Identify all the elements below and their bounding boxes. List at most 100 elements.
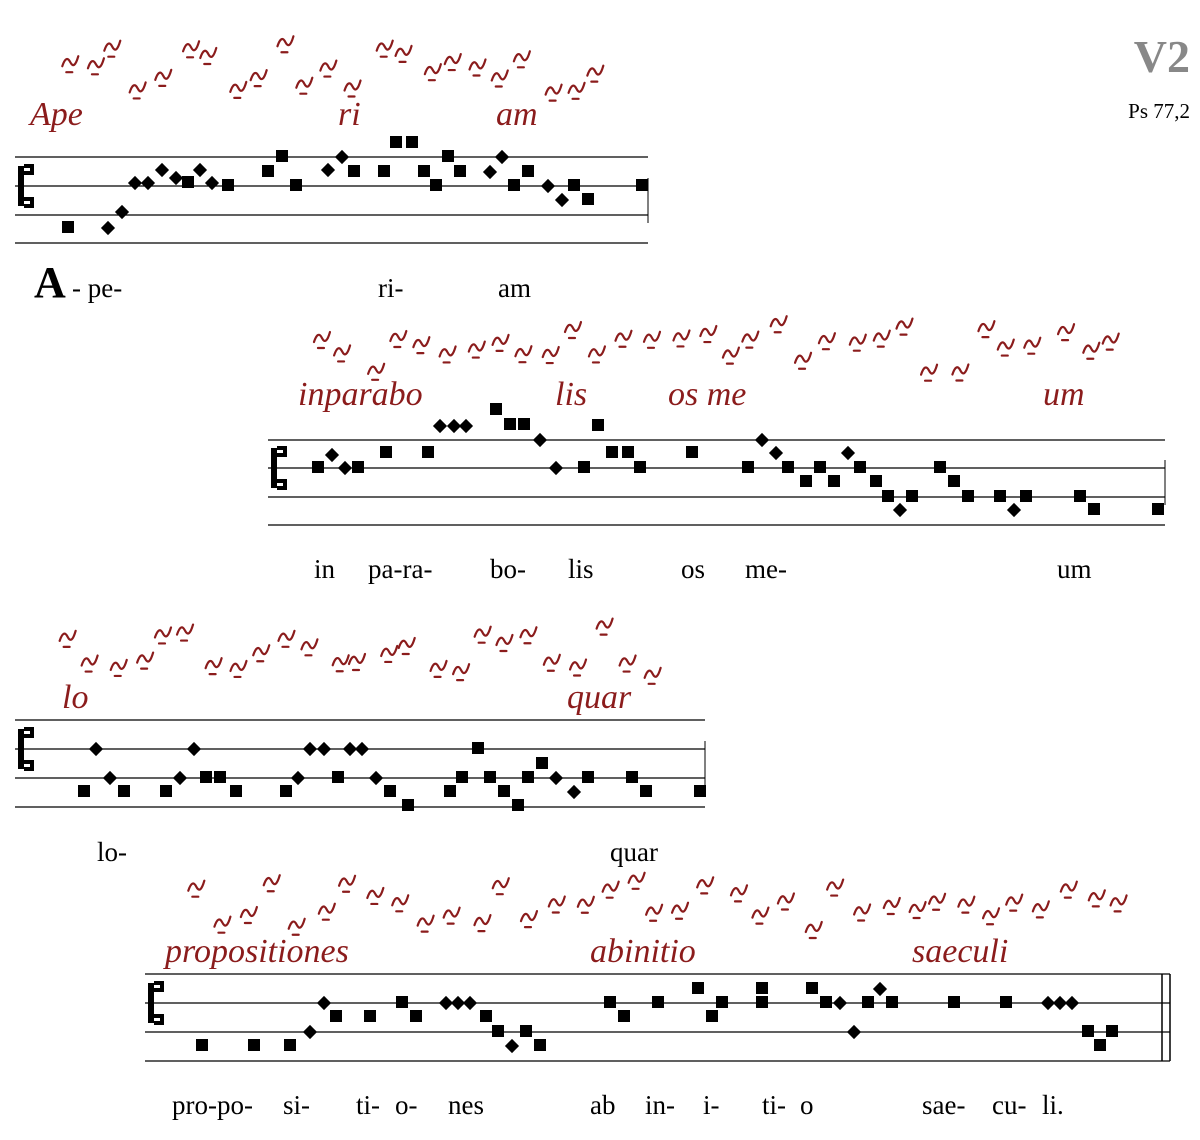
neume-sign	[154, 68, 173, 87]
neume-square	[508, 179, 520, 191]
neume-square	[492, 1025, 504, 1037]
neume-sign	[443, 52, 462, 72]
neume-sign	[568, 658, 588, 677]
initial: A	[34, 258, 66, 307]
neume-square	[694, 785, 706, 797]
lyric-syllable: ti-	[762, 1090, 786, 1120]
neume-sign	[109, 658, 128, 678]
neume-diamond	[832, 995, 848, 1011]
neume-square	[380, 446, 392, 458]
neume-diamond	[548, 770, 564, 786]
neume-square	[806, 982, 818, 994]
neume-sign	[103, 39, 122, 58]
neume-square	[854, 461, 866, 473]
neume-square	[886, 996, 898, 1008]
neume-sign	[547, 895, 566, 914]
lyric-syllable: cu-	[992, 1090, 1026, 1120]
neume-sign	[199, 46, 218, 66]
neume-sign	[1059, 880, 1078, 899]
lyric-syllable: lis	[568, 554, 594, 584]
neume-sign	[848, 333, 867, 352]
neume-sign	[601, 880, 620, 899]
neume-square	[756, 996, 768, 1008]
lyric-syllable: li.	[1042, 1090, 1064, 1120]
neume-square	[214, 771, 226, 783]
neume-square	[1082, 1025, 1094, 1037]
neume-sign	[80, 654, 99, 673]
neume-square	[230, 785, 242, 797]
mode: V2	[1134, 31, 1190, 82]
neume-diamond	[840, 445, 856, 461]
neume-sign	[287, 917, 306, 936]
neume-square	[480, 1010, 492, 1022]
neume-sign	[391, 894, 410, 913]
manuscript-syllable: Ape	[28, 96, 83, 133]
lyric-syllable: ti-	[356, 1090, 380, 1120]
neume-diamond	[154, 162, 170, 178]
neume-square	[604, 996, 616, 1008]
neume-diamond	[566, 784, 582, 800]
neume-sign	[467, 340, 486, 359]
neume-sign	[1109, 894, 1128, 913]
neume-diamond	[127, 175, 143, 191]
neume-sign	[319, 59, 338, 78]
lyric-syllable: sae-	[922, 1090, 965, 1120]
neume-sign	[996, 338, 1015, 357]
neume-square	[410, 1010, 422, 1022]
neume-sign	[586, 64, 605, 83]
neume-square	[442, 150, 454, 162]
neume-square	[498, 785, 510, 797]
neume-sign	[473, 625, 492, 644]
neume-square	[330, 1010, 342, 1022]
neume-sign	[595, 617, 614, 636]
neume-sign	[136, 651, 155, 670]
neume-square	[582, 193, 594, 205]
clef	[271, 448, 277, 488]
neume-square	[472, 742, 484, 754]
neume-square	[862, 996, 874, 1008]
neume-diamond	[1064, 995, 1080, 1011]
neume-sign	[423, 63, 442, 82]
neume-sign	[977, 320, 996, 339]
lyric-syllable: os	[681, 554, 705, 584]
neume-square	[686, 446, 698, 458]
neume-sign	[58, 629, 77, 648]
neume-diamond	[168, 170, 184, 186]
neume-diamond	[302, 741, 318, 757]
neume-diamond	[172, 770, 188, 786]
neume-sign	[213, 915, 232, 934]
neume-square	[160, 785, 172, 797]
neume-sign	[262, 874, 281, 893]
neume-sign	[337, 874, 357, 893]
manuscript-syllable: os me	[668, 376, 746, 413]
neume-sign	[826, 878, 845, 897]
neume-square	[512, 799, 524, 811]
neume-square	[484, 771, 496, 783]
neume-sign	[895, 317, 914, 336]
neume-sign	[181, 40, 201, 59]
neume-sign	[729, 884, 749, 903]
neume-sign	[187, 879, 206, 898]
neume-diamond	[320, 162, 336, 178]
neume-diamond	[872, 981, 888, 997]
neume-sign	[951, 363, 970, 382]
lyric-syllable: ab	[590, 1090, 615, 1120]
neume-diamond	[532, 432, 548, 448]
neume-diamond	[368, 770, 384, 786]
neume-sign	[908, 900, 927, 920]
neume-sign	[670, 901, 690, 920]
neume-square	[906, 490, 918, 502]
lyric-syllable: nes	[448, 1090, 484, 1120]
neume-square	[592, 419, 604, 431]
neume-square	[454, 165, 466, 177]
neume-square	[870, 475, 882, 487]
neume-sign	[1023, 336, 1042, 355]
neume-sign	[793, 351, 813, 370]
neume-sign	[295, 76, 314, 95]
neume-square	[582, 771, 594, 783]
neume-diamond	[846, 1024, 862, 1040]
clef-hook	[277, 446, 287, 490]
neume-sign	[468, 58, 487, 77]
neume-sign	[751, 906, 770, 925]
neume-square	[568, 179, 580, 191]
